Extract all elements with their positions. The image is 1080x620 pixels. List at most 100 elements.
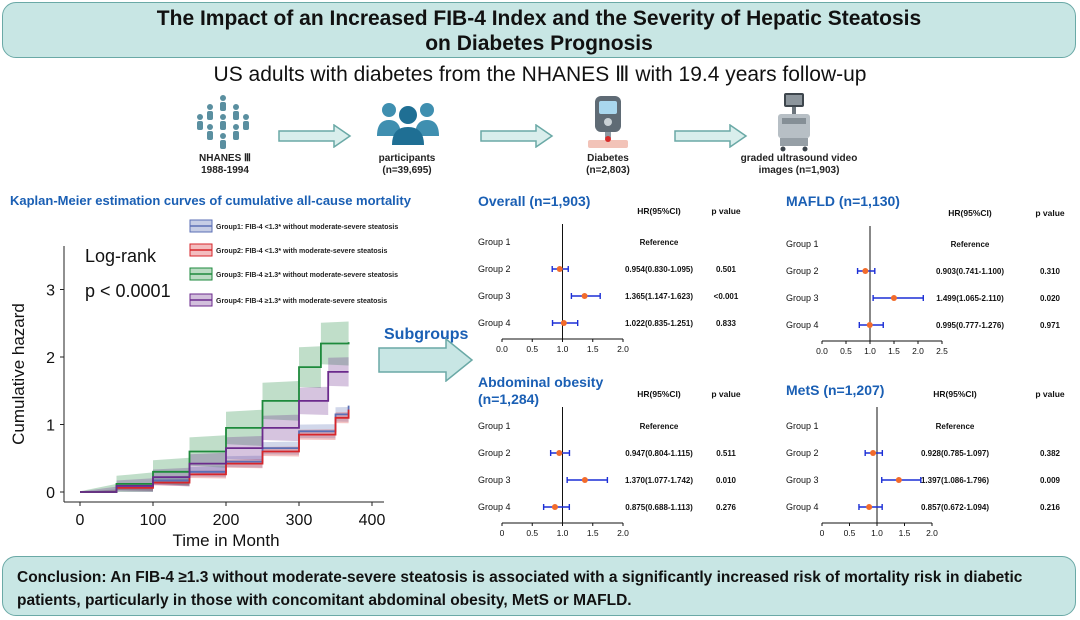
forest-group-label: Group 2: [786, 448, 819, 458]
km-band-group1: [80, 398, 349, 492]
forest-plot-overall: HR(95%CI) p value Group 1 Reference Group 2 0…: [478, 206, 741, 354]
forest-x-tick-label: 0.5: [844, 528, 856, 538]
forest-group-label: Group 4: [478, 318, 511, 328]
forest-group-label: Group 1: [786, 239, 819, 249]
forest-p-header: p value: [1035, 389, 1065, 399]
forest-x-tick-label: 0.0: [816, 346, 828, 356]
km-legend: Group1: FIB-4 <1.3* without moderate-sev…: [189, 219, 398, 307]
subtitle: US adults with diabetes from the NHANES …: [213, 63, 867, 86]
forest-hr-text: 1.022(0.835-1.251): [625, 319, 693, 328]
forest-hr-text: Reference: [951, 240, 990, 249]
flow-arrow-3: [674, 124, 748, 148]
forest-group-label: Group 3: [786, 293, 819, 303]
forest-hr-text: 0.857(0.672-1.094): [921, 503, 989, 512]
forest-hr-point: [581, 477, 588, 483]
flow-nhanes: NHANES Ⅲ 1988-1994: [180, 153, 270, 177]
flow-participants-label: participants: [378, 153, 436, 164]
forest-x-tick-label: 0.0: [496, 344, 508, 354]
forest-hr-point: [866, 504, 873, 510]
flow-nhanes-label: NHANES Ⅲ: [199, 153, 251, 164]
km-x-tick-label: 100: [140, 512, 167, 529]
forest-plot-abdominal-obesity: HR(95%CI) p value Group 1 Reference Group 2 0…: [478, 389, 741, 538]
km-x-axis-label: Time in Month: [172, 531, 279, 550]
forest-hr-text: 0.875(0.688-1.113): [625, 503, 693, 512]
forest-x-tick-label: 1.5: [587, 528, 599, 538]
forest-group-label: Group 2: [478, 264, 511, 274]
forest-hr-point: [862, 268, 869, 274]
forest-hr-text: Reference: [640, 422, 679, 431]
glucose-meter-icon: [588, 96, 628, 148]
forest-hr-point: [560, 320, 567, 326]
forest-p-value: 0.511: [716, 449, 736, 458]
subgroups-label: Subgroups: [384, 326, 469, 343]
km-x-tick-label: 300: [286, 512, 313, 529]
flow-diabetes: Diabetes (n=2,803): [563, 153, 653, 177]
forest-group-label: Group 2: [478, 448, 511, 458]
forest-hr-header: HR(95%CI): [637, 206, 681, 216]
flow-diabetes-label: Diabetes: [587, 153, 629, 164]
legend-label-group3: Group3: FIB-4 ≥1.3* without moderate-sev…: [216, 272, 398, 279]
forest-x-tick-label: 1.0: [871, 528, 883, 538]
forest-group-label: Group 3: [786, 475, 819, 485]
flow-ultrasound: graded ultrasound video images (n=1,903): [735, 153, 863, 177]
forest-abdominal-title: Abdominal obesity (n=1,284): [478, 374, 604, 407]
forest-group-label: Group 4: [786, 320, 819, 330]
forest-hr-header: HR(95%CI): [933, 389, 977, 399]
flow-participants: participants (n=39,695): [362, 153, 452, 177]
forest-group-label: Group 2: [786, 266, 819, 276]
forest-hr-header: HR(95%CI): [948, 208, 992, 218]
forest-x-tick-label: 0.5: [526, 344, 538, 354]
km-y-tick-label: 0: [46, 485, 55, 502]
forest-x-tick-label: 0.5: [526, 528, 538, 538]
forest-p-value: <0.001: [714, 292, 739, 301]
km-x-ticks: 0 100 200 300 400: [76, 502, 385, 529]
km-x-tick-label: 0: [76, 512, 85, 529]
forest-p-header: p value: [1035, 208, 1065, 218]
forest-hr-point: [870, 450, 877, 456]
flow-arrow-1: [278, 124, 352, 148]
forest-hr-point: [866, 322, 873, 328]
conclusion-line-2: patients, particularly in those with con…: [17, 592, 632, 609]
km-y-tick-label: 2: [46, 350, 55, 367]
forest-p-value: 0.971: [1040, 321, 1061, 330]
forest-x-tick-label: 2.0: [926, 528, 938, 538]
forest-hr-text: 0.954(0.830-1.095): [625, 265, 693, 274]
forest-x-tick-label: 1.5: [888, 346, 900, 356]
forest-mafld-title: MAFLD (n=1,130): [786, 193, 900, 209]
forest-hr-point: [895, 477, 902, 483]
forest-hr-header: HR(95%CI): [637, 389, 681, 399]
title-banner: The Impact of an Increased FIB-4 Index a…: [2, 2, 1076, 58]
forest-hr-text: 0.903(0.741-1.100): [936, 267, 1004, 276]
forest-hr-text: 0.995(0.777-1.276): [936, 321, 1004, 330]
forest-p-value: 0.216: [1040, 503, 1061, 512]
forest-group-label: Group 1: [478, 237, 511, 247]
forest-x-tick-label: 2.0: [617, 344, 629, 354]
forest-x-tick-label: 1.5: [587, 344, 599, 354]
forest-plot-mafld: HR(95%CI) p value Group 1 Reference Group 2 0…: [786, 208, 1065, 356]
ultrasound-machine-icon: [778, 93, 810, 152]
participants-icon: [377, 103, 439, 145]
forest-p-header: p value: [711, 389, 741, 399]
km-y-ticks: 0 1 2 3: [46, 283, 64, 502]
forest-hr-text: Reference: [640, 238, 679, 247]
forest-p-value: 0.276: [716, 503, 737, 512]
subgroups-arrow: [378, 338, 474, 382]
forest-hr-point: [551, 504, 558, 510]
forest-p-value: 0.382: [1040, 449, 1061, 458]
km-y-tick-label: 1: [46, 418, 55, 435]
flow-diabetes-count: (n=2,803): [586, 165, 630, 176]
conclusion-line-1: Conclusion: An FIB-4 ≥1.3 without modera…: [17, 569, 1023, 586]
km-annotation-p: p < 0.0001: [85, 281, 171, 301]
legend-label-group4: Group4: FIB-4 ≥1.3* with moderate-severe…: [216, 298, 387, 305]
forest-x-tick-label: 0: [500, 528, 505, 538]
forest-hr-text: 1.370(1.077-1.742): [625, 476, 693, 485]
forest-p-value: 0.009: [1040, 476, 1061, 485]
forest-group-label: Group 4: [786, 502, 819, 512]
forest-hr-text: 1.365(1.147-1.623): [625, 292, 693, 301]
km-x-tick-label: 200: [213, 512, 240, 529]
forest-x-tick-label: 0: [820, 528, 825, 538]
forest-x-tick-label: 2.5: [936, 346, 948, 356]
forest-p-value: 0.833: [716, 319, 737, 328]
forest-p-value: 0.010: [716, 476, 737, 485]
forest-p-value: 0.020: [1040, 294, 1061, 303]
